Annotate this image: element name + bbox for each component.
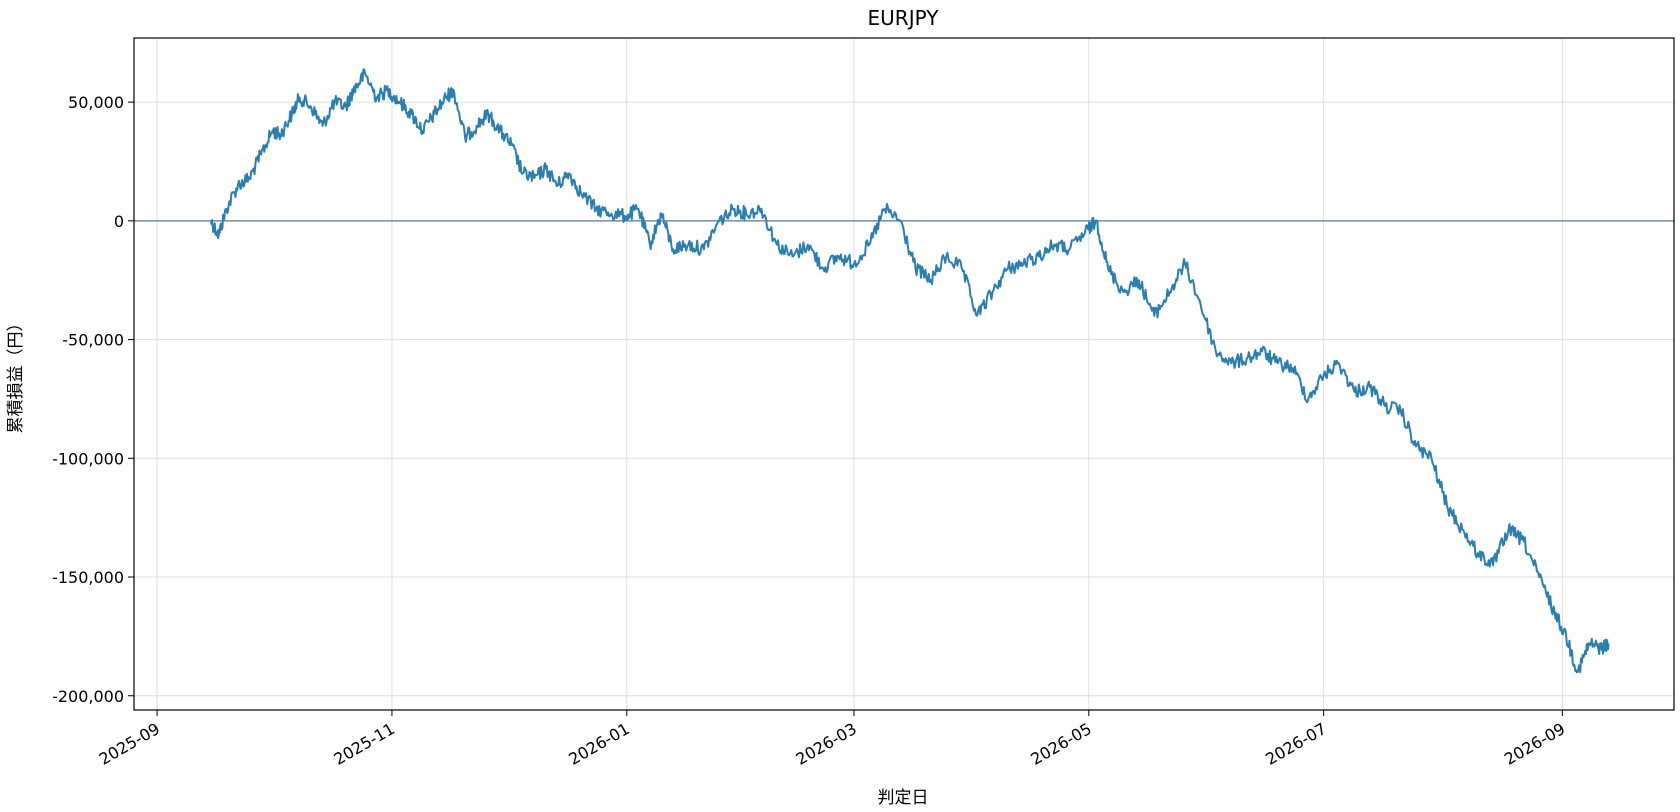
y-tick-label: -150,000	[52, 568, 124, 587]
x-tick-label: 2026-05	[1027, 719, 1094, 769]
y-tick-label: -100,000	[52, 449, 124, 468]
x-tick-label: 2026-09	[1501, 719, 1568, 769]
x-axis-title: 判定日	[878, 788, 929, 808]
series-line	[210, 68, 1610, 674]
y-tick-label: 0	[114, 212, 124, 231]
y-tick-label: -50,000	[62, 331, 124, 350]
y-axis-title: 累積損益（円）	[6, 315, 26, 434]
y-tick-label: 50,000	[68, 93, 124, 112]
x-tick-label: 2025-09	[96, 719, 163, 769]
grid	[134, 38, 1674, 710]
y-axis: 50,000 0 -50,000 -100,000 -150,000 -200,000	[52, 93, 134, 706]
chart-title: EURJPY	[868, 6, 940, 30]
x-tick-label: 2026-01	[565, 719, 632, 769]
x-axis: 2025-09 2025-11 2026-01 2026-03 2026-05 2026-…	[96, 710, 1568, 769]
x-tick-label: 2025-11	[331, 719, 398, 769]
x-tick-label: 2026-03	[793, 719, 860, 769]
x-tick-label: 2026-07	[1262, 719, 1329, 769]
plot-frame	[133, 37, 1675, 711]
y-tick-label: -200,000	[52, 687, 124, 706]
